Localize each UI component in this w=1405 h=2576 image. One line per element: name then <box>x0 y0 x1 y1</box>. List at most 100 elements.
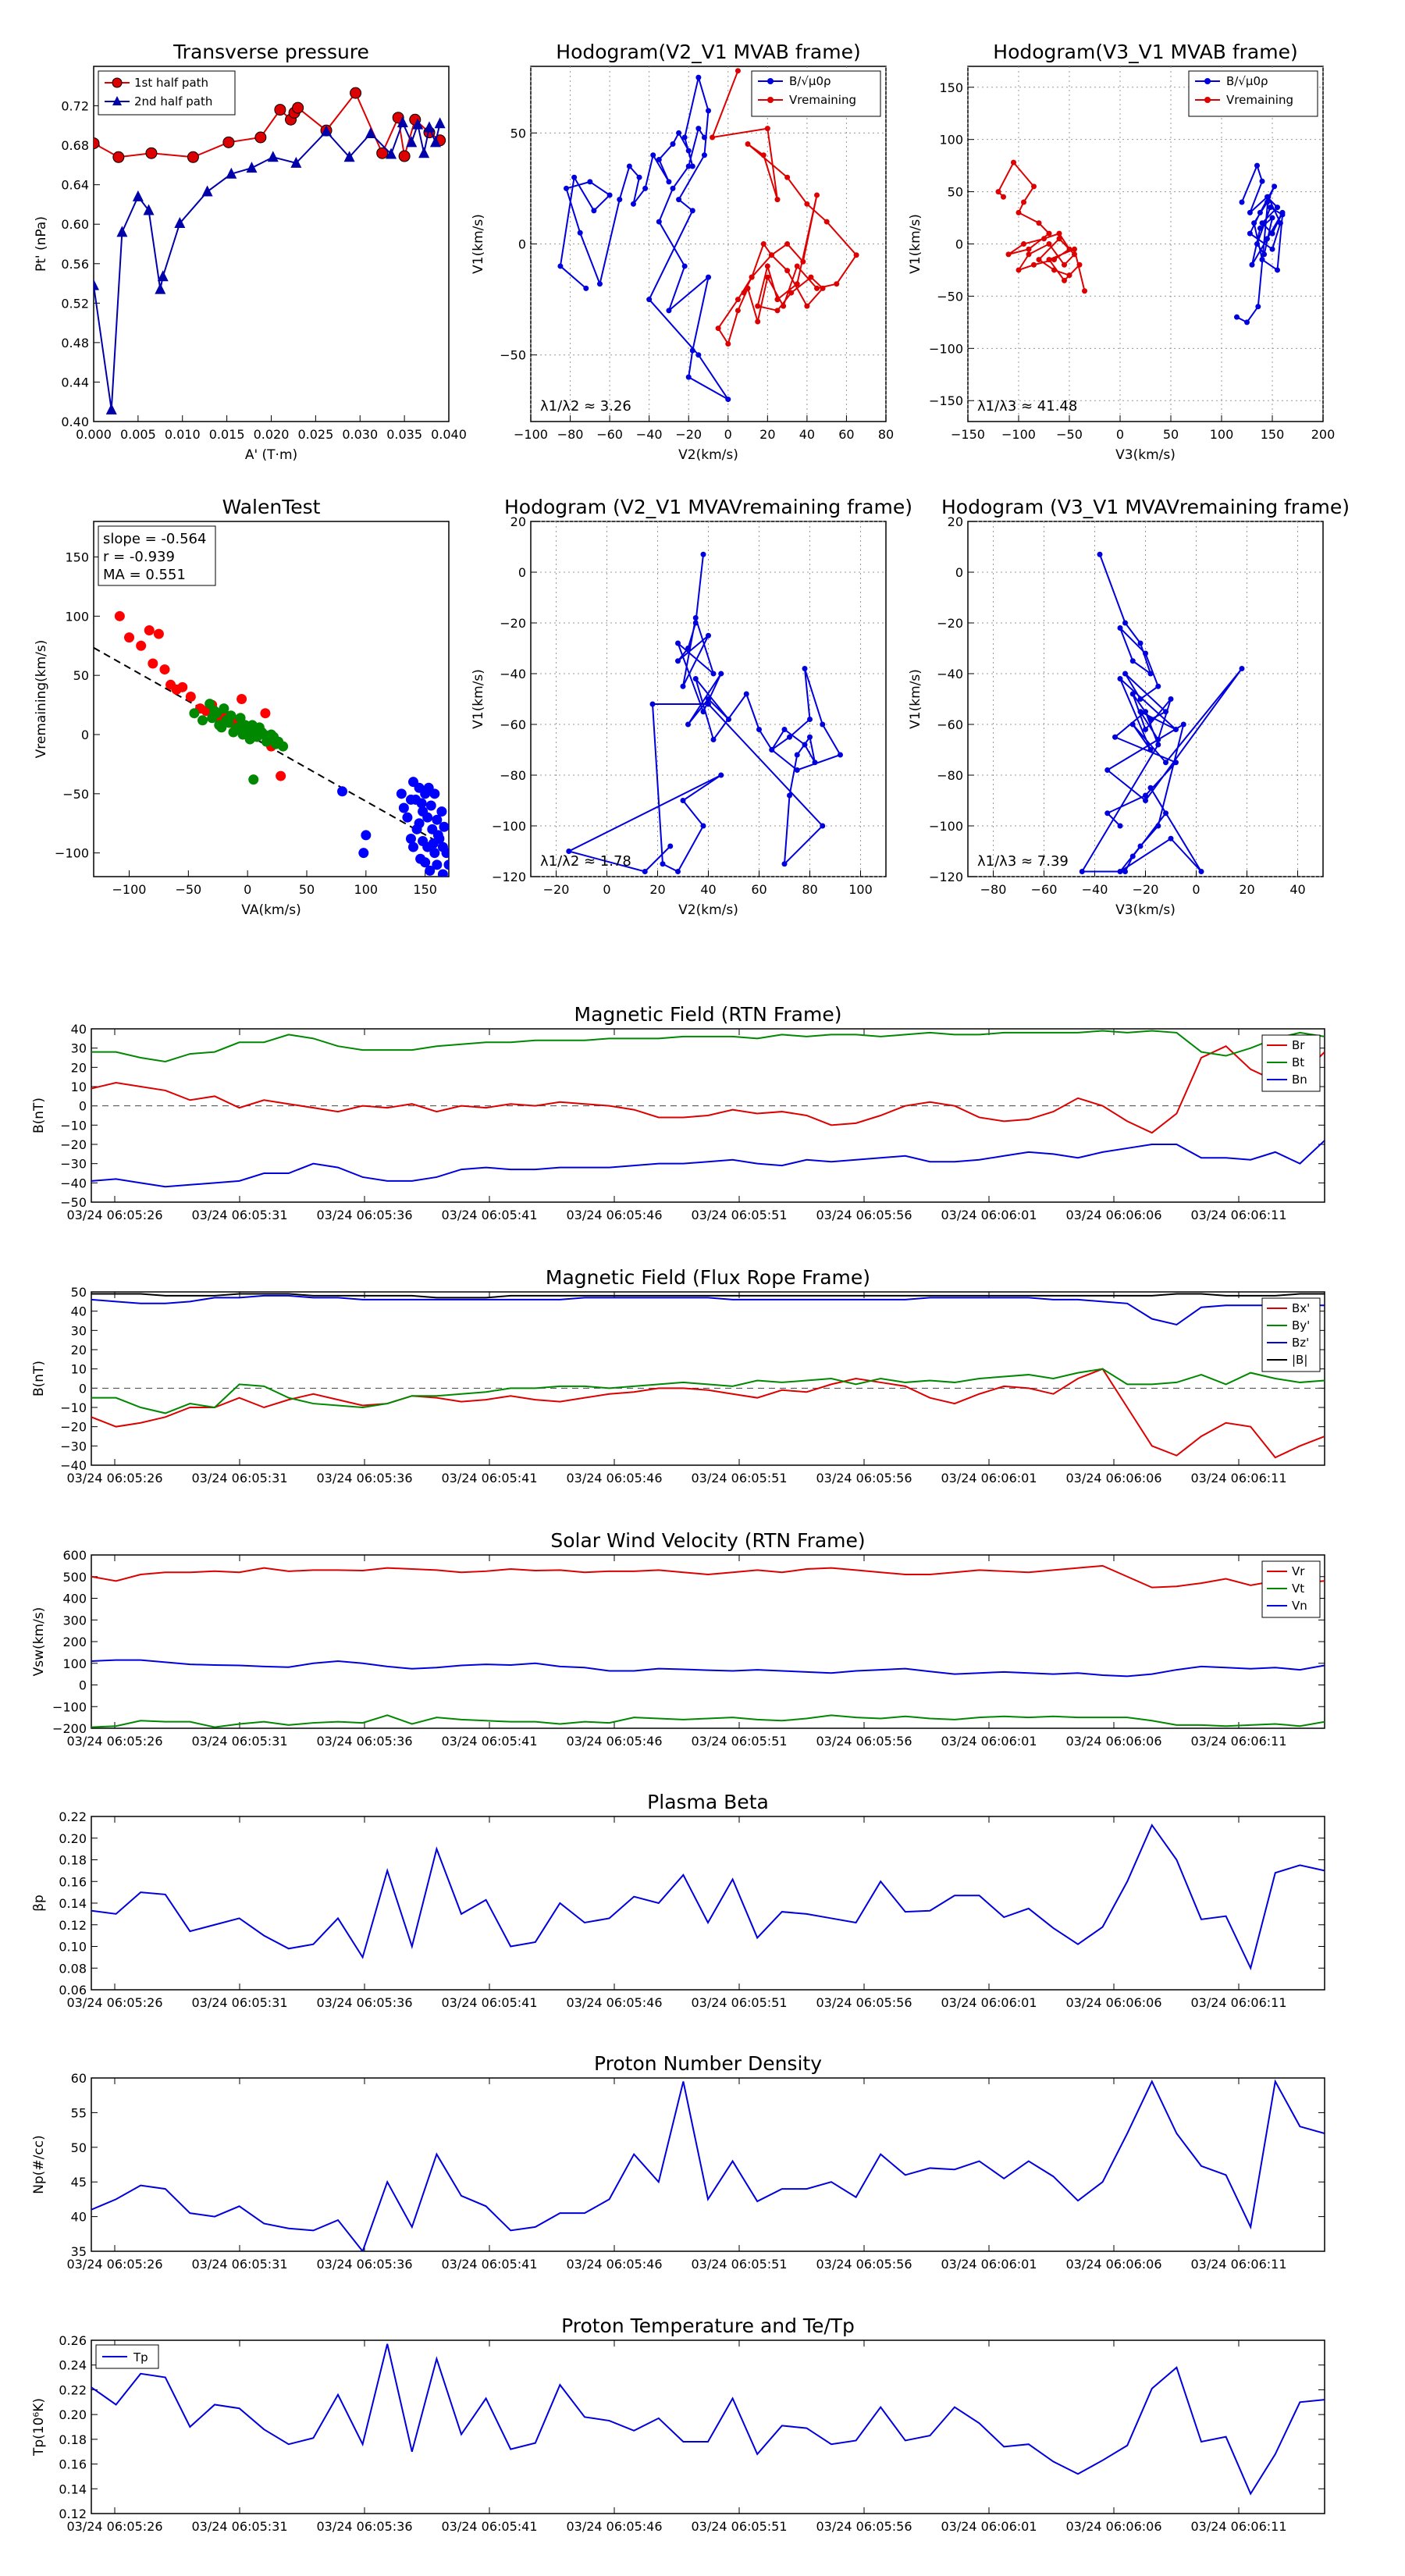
data-point <box>112 151 125 163</box>
x-tick-label: 03/24 06:05:26 <box>66 1208 162 1222</box>
data-point <box>656 219 662 225</box>
data-point <box>1079 869 1085 874</box>
x-axis-label: A' (T·m) <box>245 447 297 463</box>
data-point <box>105 403 117 415</box>
data-point <box>1056 230 1062 237</box>
data-point <box>405 794 416 805</box>
series-vn <box>91 1659 1325 1678</box>
series-b <box>91 1293 1325 1299</box>
data-point <box>226 167 237 179</box>
x-tick-label: 03/24 06:05:36 <box>316 2519 412 2534</box>
data-point <box>434 117 446 129</box>
y-tick-label: 0.24 <box>59 2358 87 2373</box>
chart-title: Proton Temperature and Te/Tp <box>561 2314 855 2337</box>
data-point <box>230 724 241 735</box>
data-point <box>1163 760 1168 766</box>
data-point <box>155 283 166 294</box>
data-point <box>794 263 800 269</box>
data-point <box>706 108 711 114</box>
scatter-blue <box>337 777 449 877</box>
series-line <box>91 2079 1325 2251</box>
x-tick-label: −60 <box>596 427 623 442</box>
x-axis-label: V2(km/s) <box>678 902 738 918</box>
data-point <box>1173 727 1179 732</box>
x-tick-label: 200 <box>1311 427 1336 442</box>
data-point <box>1269 246 1275 252</box>
data-point <box>630 201 636 207</box>
eigenvalue-ratio: λ1/λ3 ≈ 41.48 <box>977 398 1077 415</box>
data-point <box>685 646 691 651</box>
x-tick-label: 03/24 06:06:01 <box>941 1995 1037 2010</box>
series-beta <box>91 1823 1325 1971</box>
x-tick-label: 03/24 06:05:36 <box>316 1734 412 1749</box>
y-tick-label: −60 <box>500 717 526 732</box>
legend-label: 2nd half path <box>134 94 212 109</box>
data-point <box>726 717 731 722</box>
data-point <box>1031 262 1037 268</box>
data-point <box>675 869 681 874</box>
x-tick-label: 40 <box>700 882 716 897</box>
data-point <box>237 694 247 704</box>
data-point <box>1254 241 1260 247</box>
data-point <box>1244 319 1250 326</box>
y-tick-label: 0 <box>79 1381 87 1396</box>
data-point <box>1117 823 1123 829</box>
data-point <box>692 620 699 626</box>
data-point <box>725 397 731 403</box>
y-tick-label: −20 <box>500 616 526 631</box>
data-point <box>212 708 222 719</box>
y-tick-label: 60 <box>71 2071 87 2086</box>
data-point <box>428 838 439 849</box>
data-point <box>701 134 707 141</box>
x-tick-label: 0 <box>1116 427 1124 442</box>
y-tick-label: −40 <box>60 1458 87 1473</box>
series-br <box>91 1045 1325 1134</box>
x-axis-label: V3(km/s) <box>1115 447 1176 463</box>
y-tick-label: 0 <box>518 237 526 252</box>
data-point <box>443 859 449 870</box>
y-tick-label: 0.26 <box>59 2333 87 2348</box>
y-tick-label: 0.14 <box>59 1896 87 1911</box>
data-point <box>321 125 333 137</box>
data-point <box>1046 241 1052 247</box>
plot-frame <box>93 521 450 877</box>
y-tick-label: 0.06 <box>59 1983 87 1998</box>
data-point <box>1264 199 1270 205</box>
data-point <box>267 151 279 162</box>
data-point <box>425 865 436 876</box>
y-tick-label: 100 <box>939 133 963 148</box>
data-point <box>995 189 1001 195</box>
data-point <box>1163 709 1168 715</box>
data-point <box>820 823 826 829</box>
x-tick-label: 03/24 06:06:06 <box>1065 1471 1161 1485</box>
data-point <box>781 727 788 732</box>
y-tick-label: 50 <box>948 185 963 200</box>
y-tick-label: 30 <box>71 1041 87 1056</box>
data-point <box>1076 262 1083 268</box>
x-tick-label: −40 <box>1082 882 1108 897</box>
data-point <box>718 772 724 778</box>
data-point <box>1005 251 1012 258</box>
y-tick-label: −80 <box>500 768 526 783</box>
chart-title: Solar Wind Velocity (RTN Frame) <box>550 1529 865 1552</box>
data-point <box>1255 304 1261 310</box>
data-point <box>557 263 564 269</box>
x-tick-label: −100 <box>514 427 548 442</box>
data-point <box>781 861 788 867</box>
y-tick-label: 0.16 <box>59 1874 87 1889</box>
data-point <box>706 632 711 639</box>
x-tick-label: 03/24 06:06:06 <box>1065 1208 1161 1222</box>
data-point <box>386 148 397 159</box>
data-point <box>1247 209 1253 215</box>
plot-frame <box>91 1028 1325 1203</box>
x-tick-label: 03/24 06:05:56 <box>816 1471 912 1485</box>
x-tick-label: 03/24 06:06:01 <box>941 2519 1037 2534</box>
data-point <box>185 691 196 702</box>
data-point <box>439 821 449 832</box>
series-velocity <box>566 551 843 874</box>
x-tick-label: 03/24 06:06:11 <box>1190 2519 1286 2534</box>
x-tick-label: 03/24 06:05:51 <box>691 1208 787 1222</box>
data-point <box>432 814 443 825</box>
y-tick-label: 600 <box>62 1548 87 1563</box>
x-tick-label: 03/24 06:05:36 <box>316 1995 412 2010</box>
